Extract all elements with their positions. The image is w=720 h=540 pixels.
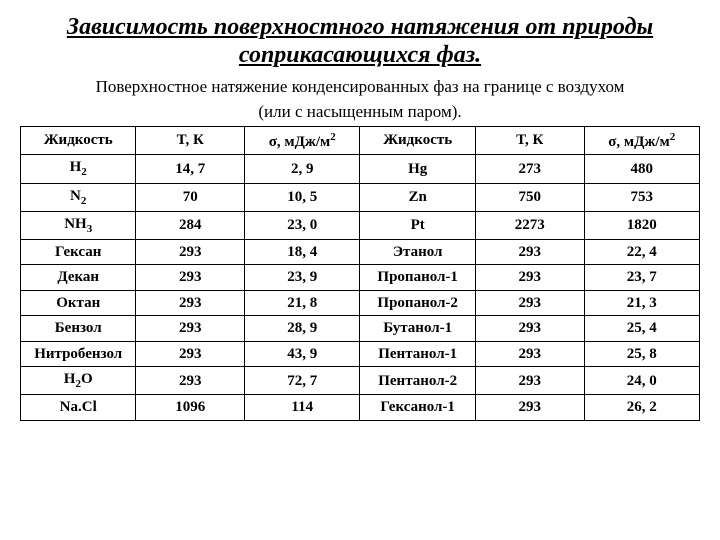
cell-temp-left: 293 [136, 239, 245, 265]
cell-sigma-right: 1820 [584, 211, 699, 239]
col-temp-2: T, К [475, 126, 584, 155]
cell-sigma-left: 43, 9 [245, 341, 360, 367]
table-header-row: Жидкость T, К σ, мДж/м2 Жидкость T, К σ,… [21, 126, 700, 155]
cell-sigma-left: 28, 9 [245, 316, 360, 342]
cell-temp-right: 273 [475, 155, 584, 183]
cell-liquid-left: H2O [21, 367, 136, 395]
cell-sigma-right: 21, 3 [584, 290, 699, 316]
cell-sigma-right: 25, 4 [584, 316, 699, 342]
cell-sigma-right: 24, 0 [584, 367, 699, 395]
cell-sigma-right: 23, 7 [584, 265, 699, 291]
cell-temp-right: 293 [475, 341, 584, 367]
cell-temp-left: 284 [136, 211, 245, 239]
cell-liquid-right: Пропанол-1 [360, 265, 475, 291]
cell-temp-left: 293 [136, 290, 245, 316]
cell-temp-right: 293 [475, 367, 584, 395]
table-row: Нитробензол29343, 9Пентанол-129325, 8 [21, 341, 700, 367]
col-sigma-2: σ, мДж/м2 [584, 126, 699, 155]
cell-temp-right: 293 [475, 395, 584, 421]
cell-liquid-right: Пентанол-2 [360, 367, 475, 395]
cell-sigma-right: 25, 8 [584, 341, 699, 367]
cell-temp-right: 750 [475, 183, 584, 211]
cell-sigma-left: 2, 9 [245, 155, 360, 183]
table-row: NH328423, 0Pt22731820 [21, 211, 700, 239]
cell-liquid-right: Гексанол-1 [360, 395, 475, 421]
subtitle-line2: (или с насыщенным паром). [20, 102, 700, 122]
cell-temp-right: 293 [475, 316, 584, 342]
cell-temp-left: 293 [136, 265, 245, 291]
cell-liquid-right: Пентанол-1 [360, 341, 475, 367]
cell-temp-left: 14, 7 [136, 155, 245, 183]
cell-sigma-left: 10, 5 [245, 183, 360, 211]
cell-sigma-right: 22, 4 [584, 239, 699, 265]
table-row: N27010, 5Zn750753 [21, 183, 700, 211]
cell-liquid-left: Na.Cl [21, 395, 136, 421]
cell-liquid-right: Бутанол-1 [360, 316, 475, 342]
cell-temp-right: 2273 [475, 211, 584, 239]
cell-temp-left: 293 [136, 316, 245, 342]
cell-sigma-left: 18, 4 [245, 239, 360, 265]
cell-temp-left: 293 [136, 341, 245, 367]
cell-temp-left: 293 [136, 367, 245, 395]
table-row: Октан29321, 8Пропанол-229321, 3 [21, 290, 700, 316]
cell-liquid-left: N2 [21, 183, 136, 211]
cell-temp-right: 293 [475, 265, 584, 291]
page-title: Зависимость поверхностного натяжения от … [20, 14, 700, 69]
cell-sigma-left: 23, 0 [245, 211, 360, 239]
cell-liquid-left: Бензол [21, 316, 136, 342]
cell-sigma-left: 21, 8 [245, 290, 360, 316]
col-temp-1: T, К [136, 126, 245, 155]
cell-liquid-right: Hg [360, 155, 475, 183]
cell-temp-right: 293 [475, 239, 584, 265]
subtitle-line1: Поверхностное натяжение конденсированных… [20, 77, 700, 97]
cell-sigma-right: 753 [584, 183, 699, 211]
col-sigma-1: σ, мДж/м2 [245, 126, 360, 155]
cell-liquid-left: Октан [21, 290, 136, 316]
col-liquid-1: Жидкость [21, 126, 136, 155]
cell-liquid-right: Пропанол-2 [360, 290, 475, 316]
cell-liquid-left: NH3 [21, 211, 136, 239]
table-row: Na.Cl1096114Гексанол-129326, 2 [21, 395, 700, 421]
surface-tension-table: Жидкость T, К σ, мДж/м2 Жидкость T, К σ,… [20, 126, 700, 421]
cell-liquid-left: Декан [21, 265, 136, 291]
cell-liquid-left: Гексан [21, 239, 136, 265]
table-row: H2O29372, 7Пентанол-229324, 0 [21, 367, 700, 395]
cell-sigma-left: 72, 7 [245, 367, 360, 395]
table-row: Декан29323, 9Пропанол-129323, 7 [21, 265, 700, 291]
table-row: H214, 72, 9Hg273480 [21, 155, 700, 183]
cell-sigma-left: 23, 9 [245, 265, 360, 291]
cell-sigma-left: 114 [245, 395, 360, 421]
cell-temp-right: 293 [475, 290, 584, 316]
cell-liquid-right: Pt [360, 211, 475, 239]
cell-temp-left: 70 [136, 183, 245, 211]
cell-liquid-left: H2 [21, 155, 136, 183]
cell-liquid-right: Этанол [360, 239, 475, 265]
table-row: Гексан29318, 4Этанол29322, 4 [21, 239, 700, 265]
table-row: Бензол29328, 9Бутанол-129325, 4 [21, 316, 700, 342]
cell-sigma-right: 480 [584, 155, 699, 183]
cell-liquid-right: Zn [360, 183, 475, 211]
cell-liquid-left: Нитробензол [21, 341, 136, 367]
col-liquid-2: Жидкость [360, 126, 475, 155]
cell-temp-left: 1096 [136, 395, 245, 421]
cell-sigma-right: 26, 2 [584, 395, 699, 421]
